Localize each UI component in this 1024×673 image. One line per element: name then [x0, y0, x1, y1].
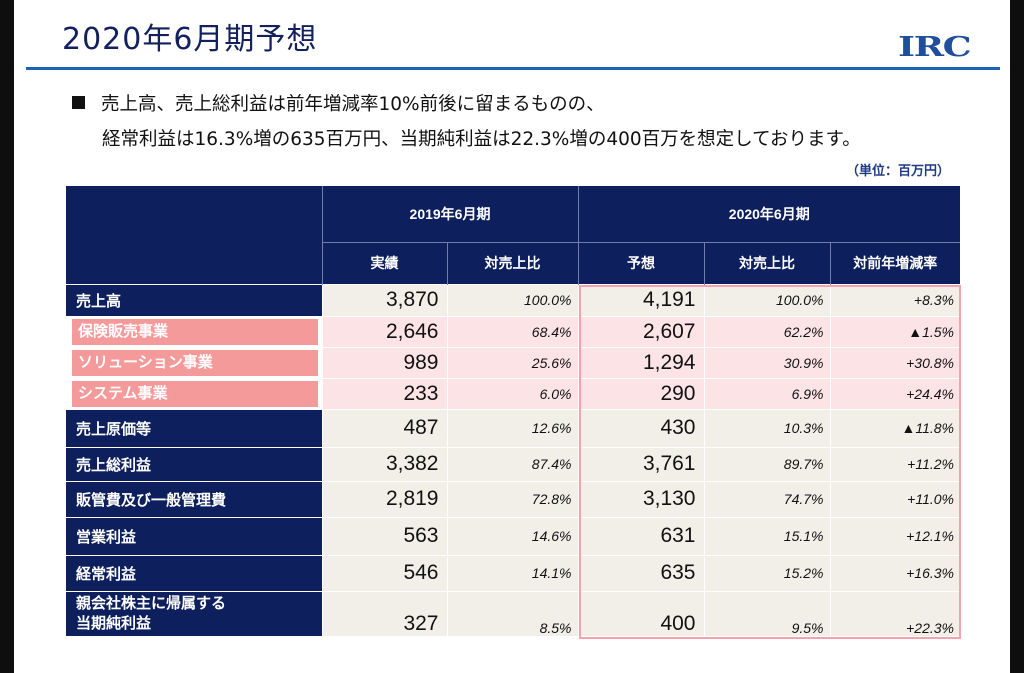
title-divider — [26, 67, 1000, 70]
row-label-line: 親会社株主に帰属する — [76, 594, 227, 612]
value-2020-cell: 3,130 — [577, 480, 704, 517]
table-body: 売上高 3,870 100.0% 4,191 100.0% +8.3% 保険販売事業 2,64… — [66, 283, 960, 636]
value-2020-cell: 3,761 — [577, 446, 704, 481]
row-label: 販管費及び一般管理費 — [66, 480, 322, 517]
header-fy2019: 2019年6月期 — [321, 186, 578, 242]
ratio-2019-cell: 12.6% — [446, 408, 578, 447]
summary-text-1: 売上高、売上総利益は前年増減率10%前後に留まるものの、 — [101, 94, 605, 115]
yoy-change-cell: ▲1.5% — [829, 315, 960, 347]
col-header-yoy: 対前年増減率 — [829, 241, 960, 284]
forecast-table: 2019年6月期 2020年6月期 実績 対売上比 予想 対売上比 対前年増減率… — [66, 186, 960, 636]
ratio-2020-cell: 74.7% — [703, 480, 830, 517]
segment-label: 保険販売事業 — [66, 315, 322, 347]
ratio-2019-cell: 8.5% — [446, 590, 578, 636]
yoy-change-cell: +12.1% — [829, 516, 960, 555]
table-row: システム事業 233 6.0% 290 6.9% +24.4% — [66, 377, 960, 409]
company-logo: IRC — [898, 32, 972, 63]
col-header-ratio-2020: 対売上比 — [703, 241, 830, 284]
yoy-change-cell: +24.4% — [829, 377, 960, 409]
ratio-2020-cell: 100.0% — [703, 283, 830, 316]
square-bullet-icon — [72, 96, 85, 109]
value-2020-cell: 290 — [577, 377, 704, 409]
header-fy2020: 2020年6月期 — [577, 186, 960, 242]
table-row: 親会社株主に帰属する 当期純利益 327 8.5% 400 9.5% +22.3% — [66, 590, 960, 636]
row-label: 売上原価等 — [66, 408, 322, 447]
ratio-2019-cell: 6.0% — [446, 377, 578, 409]
value-2019-cell: 546 — [321, 554, 447, 591]
yoy-change-cell: ▲11.8% — [829, 408, 960, 447]
ratio-2020-cell: 6.9% — [703, 377, 830, 409]
table-row: 営業利益 563 14.6% 631 15.1% +12.1% — [66, 516, 960, 555]
table-row: 売上総利益 3,382 87.4% 3,761 89.7% +11.2% — [66, 446, 960, 481]
value-2019-cell: 2,646 — [321, 315, 447, 347]
summary-line-2: 経常利益は16.3%増の635百万円、当期純利益は22.3%増の400百万を想定… — [102, 129, 861, 150]
segment-label-text: ソリューション事業 — [72, 349, 318, 376]
ratio-2019-cell: 72.8% — [446, 480, 578, 517]
yoy-change-cell: +11.0% — [829, 480, 960, 517]
ratio-2020-cell: 9.5% — [703, 590, 830, 636]
segment-label-text: システム事業 — [72, 380, 318, 407]
table-row: 保険販売事業 2,646 68.4% 2,607 62.2% ▲1.5% — [66, 315, 960, 347]
table-row: 売上高 3,870 100.0% 4,191 100.0% +8.3% — [66, 283, 960, 316]
slide: 2020年6月期予想 IRC 売上高、売上総利益は前年増減率10%前後に留まるも… — [14, 0, 1010, 673]
ratio-2020-cell: 30.9% — [703, 346, 830, 378]
unit-note: （単位：百万円） — [845, 164, 950, 179]
table-row: 経常利益 546 14.1% 635 15.2% +16.3% — [66, 554, 960, 591]
value-2020-cell: 635 — [577, 554, 704, 591]
value-2019-cell: 487 — [321, 408, 447, 447]
ratio-2019-cell: 14.6% — [446, 516, 578, 555]
value-2019-cell: 233 — [321, 377, 447, 409]
summary-line-1: 売上高、売上総利益は前年増減率10%前後に留まるものの、 — [72, 90, 605, 116]
value-2019-cell: 3,382 — [321, 446, 447, 481]
page-title: 2020年6月期予想 — [62, 22, 318, 57]
col-header-actual: 実績 — [321, 241, 447, 284]
value-2019-cell: 327 — [321, 590, 447, 636]
segment-label-text: 保険販売事業 — [72, 318, 318, 345]
yoy-change-cell: +22.3% — [829, 590, 960, 636]
yoy-change-cell: +11.2% — [829, 446, 960, 481]
value-2020-cell: 2,607 — [577, 315, 704, 347]
value-2020-cell: 1,294 — [577, 346, 704, 378]
row-label: 売上高 — [66, 283, 322, 316]
header-corner — [66, 186, 322, 284]
ratio-2019-cell: 100.0% — [446, 283, 578, 316]
value-2020-cell: 631 — [577, 516, 704, 555]
segment-label: ソリューション事業 — [66, 346, 322, 378]
row-label-line: 当期純利益 — [76, 614, 152, 632]
value-2020-cell: 400 — [577, 590, 704, 636]
row-label: 売上総利益 — [66, 446, 322, 481]
row-label: 経常利益 — [66, 554, 322, 591]
col-header-ratio-2019: 対売上比 — [446, 241, 578, 284]
value-2019-cell: 3,870 — [321, 283, 447, 316]
ratio-2019-cell: 68.4% — [446, 315, 578, 347]
ratio-2019-cell: 87.4% — [446, 446, 578, 481]
yoy-change-cell: +16.3% — [829, 554, 960, 591]
value-2020-cell: 4,191 — [577, 283, 704, 316]
ratio-2019-cell: 14.1% — [446, 554, 578, 591]
value-2019-cell: 989 — [321, 346, 447, 378]
table-row: ソリューション事業 989 25.6% 1,294 30.9% +30.8% — [66, 346, 960, 378]
value-2019-cell: 2,819 — [321, 480, 447, 517]
yoy-change-cell: +30.8% — [829, 346, 960, 378]
ratio-2020-cell: 10.3% — [703, 408, 830, 447]
ratio-2020-cell: 15.1% — [703, 516, 830, 555]
value-2019-cell: 563 — [321, 516, 447, 555]
value-2020-cell: 430 — [577, 408, 704, 447]
segment-label: システム事業 — [66, 377, 322, 409]
row-label: 営業利益 — [66, 516, 322, 555]
ratio-2020-cell: 15.2% — [703, 554, 830, 591]
yoy-change-cell: +8.3% — [829, 283, 960, 316]
ratio-2019-cell: 25.6% — [446, 346, 578, 378]
row-label: 親会社株主に帰属する 当期純利益 — [66, 590, 322, 636]
table-row: 販管費及び一般管理費 2,819 72.8% 3,130 74.7% +11.0% — [66, 480, 960, 517]
table-row: 売上原価等 487 12.6% 430 10.3% ▲11.8% — [66, 408, 960, 447]
ratio-2020-cell: 89.7% — [703, 446, 830, 481]
ratio-2020-cell: 62.2% — [703, 315, 830, 347]
col-header-forecast: 予想 — [577, 241, 704, 284]
